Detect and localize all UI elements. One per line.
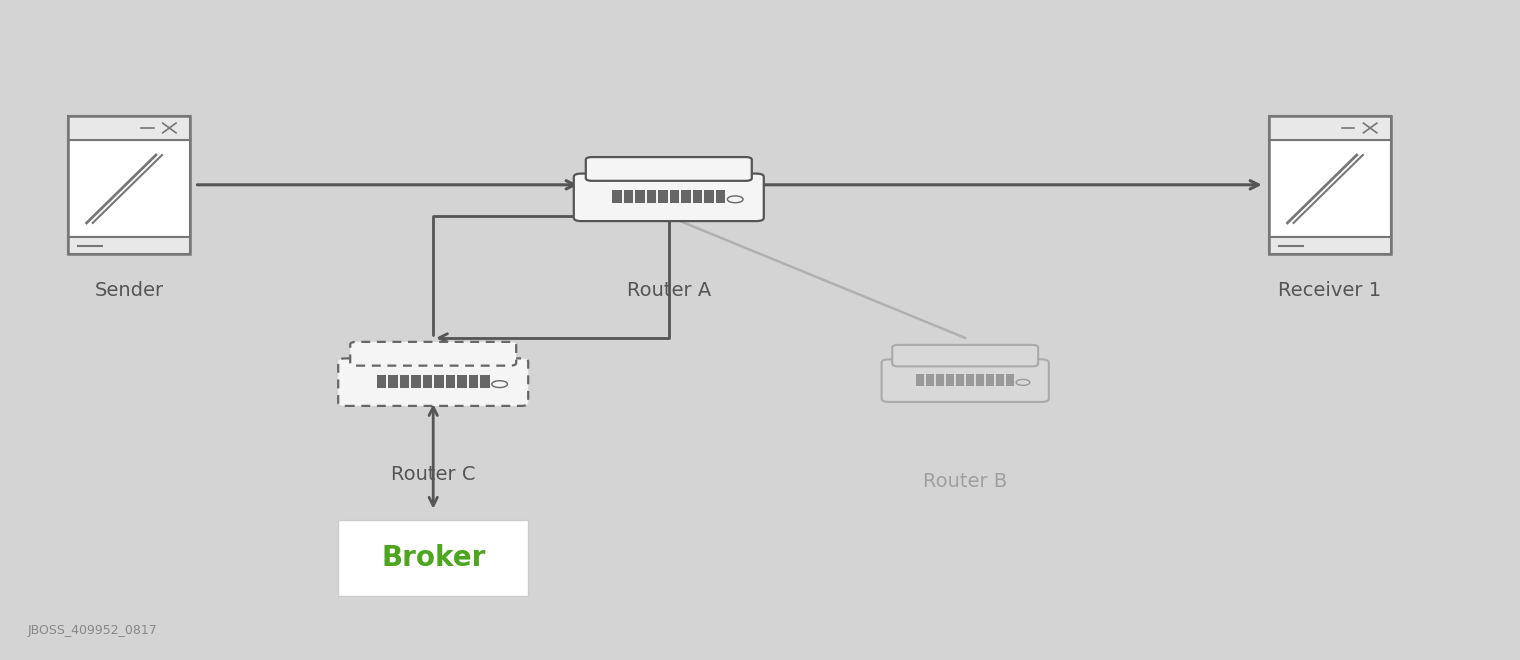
Bar	[956, 374, 964, 386]
FancyBboxPatch shape	[350, 342, 517, 366]
Bar	[480, 375, 489, 388]
Bar	[1006, 374, 1014, 386]
Bar	[435, 375, 444, 388]
Bar	[400, 375, 409, 388]
Text: Receiver 1: Receiver 1	[1278, 280, 1382, 300]
Bar	[623, 190, 634, 203]
Text: Router B: Router B	[923, 472, 1008, 491]
Bar	[1269, 238, 1391, 254]
Bar	[445, 375, 454, 388]
Text: Broker: Broker	[382, 544, 485, 572]
Bar	[945, 374, 955, 386]
Bar	[1269, 115, 1391, 254]
Bar	[635, 190, 644, 203]
Bar	[1269, 115, 1391, 141]
Text: Router A: Router A	[626, 280, 711, 300]
Text: JBOSS_409952_0817: JBOSS_409952_0817	[27, 624, 157, 637]
FancyBboxPatch shape	[585, 157, 752, 181]
Bar	[423, 375, 432, 388]
FancyBboxPatch shape	[892, 345, 1038, 366]
Bar	[468, 375, 479, 388]
Bar	[1269, 141, 1391, 238]
Bar	[926, 374, 935, 386]
FancyBboxPatch shape	[337, 358, 527, 406]
Bar	[68, 115, 190, 254]
Bar	[681, 190, 690, 203]
Bar	[967, 374, 974, 386]
Bar	[648, 190, 657, 203]
Bar	[458, 375, 467, 388]
Bar	[658, 190, 667, 203]
Bar	[68, 238, 190, 254]
Bar	[976, 374, 985, 386]
Bar	[704, 190, 714, 203]
Bar	[68, 115, 190, 141]
Bar	[388, 375, 398, 388]
Bar	[936, 374, 944, 386]
Bar	[917, 374, 924, 386]
Text: Sender: Sender	[94, 280, 164, 300]
Text: Router C: Router C	[391, 465, 476, 484]
Bar	[377, 375, 386, 388]
FancyBboxPatch shape	[573, 174, 763, 221]
Bar	[670, 190, 679, 203]
Bar	[337, 520, 529, 595]
Bar	[716, 190, 725, 203]
Bar	[613, 190, 622, 203]
Bar	[986, 374, 994, 386]
FancyBboxPatch shape	[882, 359, 1049, 402]
Bar	[996, 374, 1005, 386]
Bar	[412, 375, 421, 388]
Bar	[68, 141, 190, 238]
Bar	[693, 190, 702, 203]
